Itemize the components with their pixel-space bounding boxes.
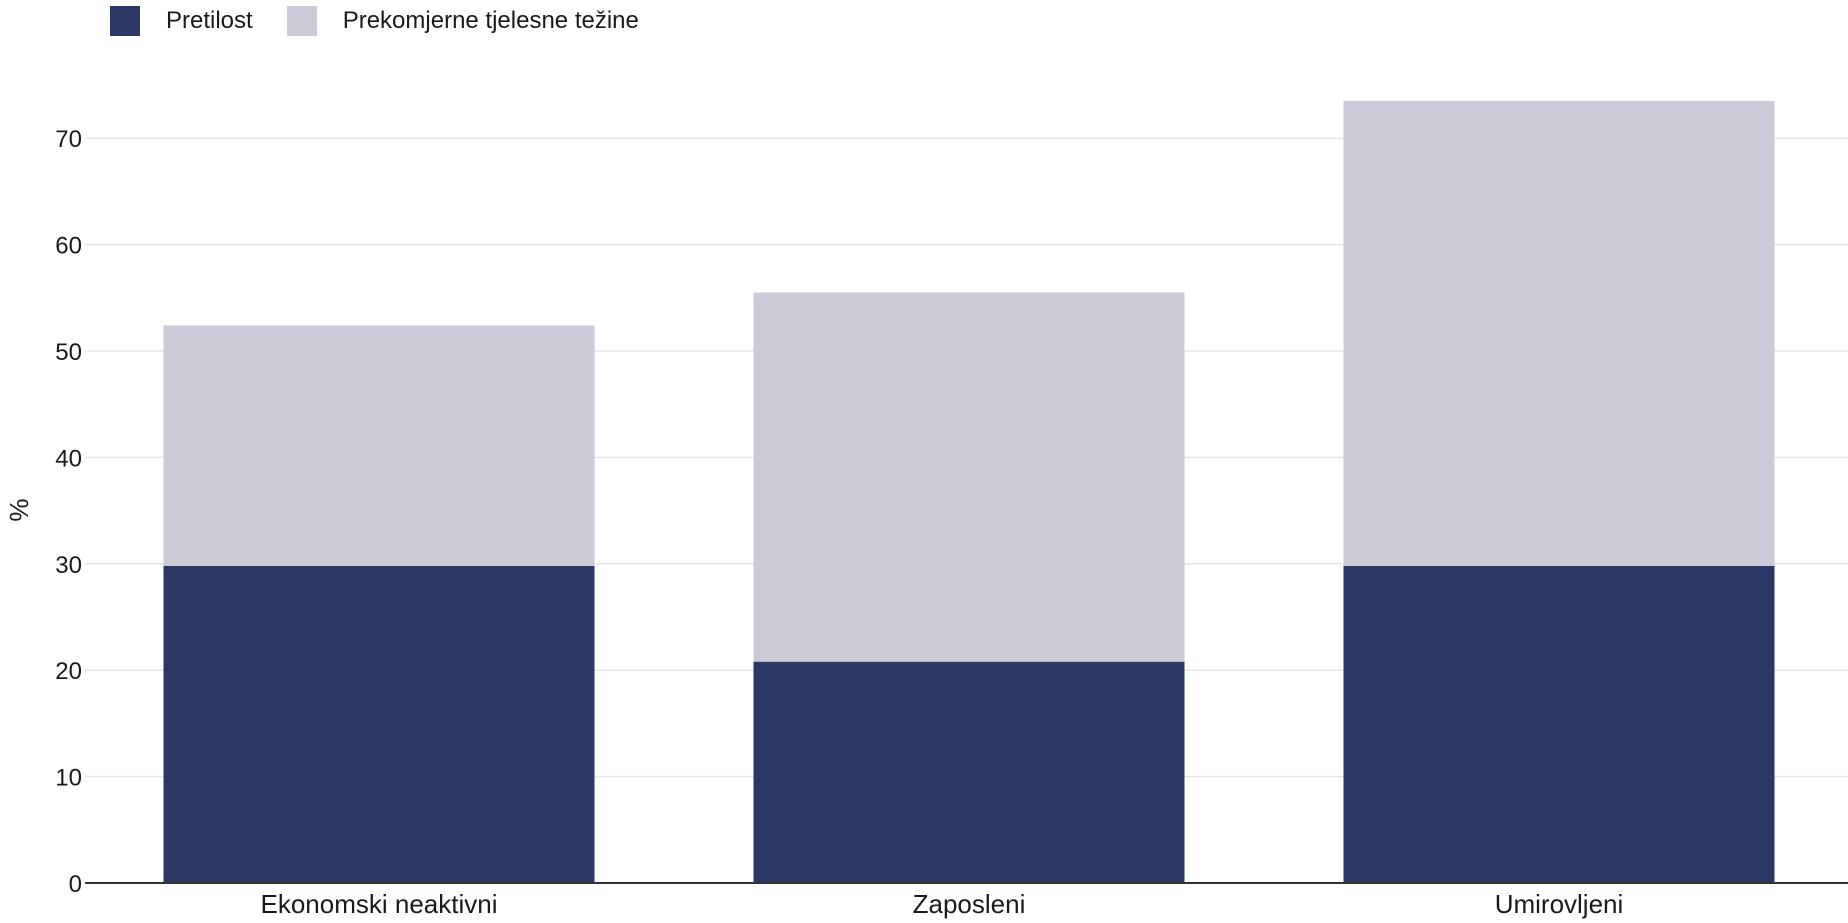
y-axis-title: % (4, 498, 34, 521)
y-tick-label-0: 0 (69, 871, 82, 898)
y-tick-label-30: 30 (55, 552, 82, 579)
legend-label-prekomjerne: Prekomjerne tjelesne težine (342, 7, 639, 34)
y-tick-label-10: 10 (55, 765, 82, 792)
legend-swatch-pretilost (110, 6, 140, 36)
legend: Pretilost Prekomjerne tjelesne težine (110, 6, 673, 36)
bar-pretilost-1[interactable] (753, 661, 1185, 883)
legend-label-pretilost: Pretilost (166, 7, 253, 34)
bar-prekomjerne-1[interactable] (753, 292, 1185, 662)
x-category-labels: Ekonomski neaktivni Zaposleni Umirovljeni (261, 889, 1624, 919)
y-tick-label-70: 70 (55, 126, 82, 153)
bar-pretilost-2[interactable] (1343, 565, 1775, 883)
y-tick-label-40: 40 (55, 445, 82, 472)
x-category-label-1: Zaposleni (913, 889, 1026, 919)
legend-item-prekomjerne[interactable]: Prekomjerne tjelesne težine (286, 6, 639, 36)
bars (163, 100, 1775, 883)
y-tick-label-50: 50 (55, 339, 82, 366)
legend-item-pretilost[interactable]: Pretilost (110, 6, 253, 36)
bar-pretilost-0[interactable] (163, 565, 595, 883)
x-category-label-0: Ekonomski neaktivni (261, 889, 498, 919)
y-tick-labels: 0 10 20 30 40 50 60 70 (55, 126, 82, 898)
y-tick-label-20: 20 (55, 658, 82, 685)
legend-swatch-prekomjerne (286, 6, 317, 36)
x-category-label-2: Umirovljeni (1495, 889, 1624, 919)
y-tick-label-60: 60 (55, 233, 82, 260)
bar-prekomjerne-2[interactable] (1343, 100, 1775, 566)
bar-prekomjerne-0[interactable] (163, 325, 595, 566)
